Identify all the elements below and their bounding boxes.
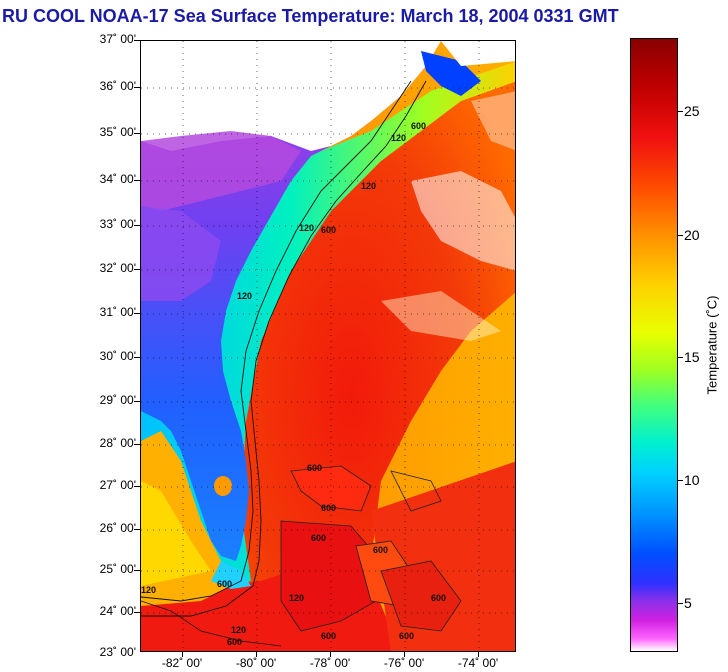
lon-label: -76˚ 00'	[383, 656, 425, 670]
temperature-colorbar	[630, 38, 678, 652]
lat-label: 37˚ 00'	[99, 32, 136, 46]
lat-label: 34˚ 00'	[99, 172, 136, 186]
contour-label: 120	[361, 181, 376, 191]
contour-label: 600	[321, 225, 336, 235]
lat-label: 27˚ 00'	[99, 478, 136, 492]
contour-label: 120	[299, 223, 314, 233]
contour-label: 600	[311, 533, 326, 543]
lat-label: 23˚ 00'	[99, 645, 136, 659]
sst-map-image: 600 120 600 120 600 600 120 120 120 120 …	[141, 41, 515, 651]
contour-label: 600	[227, 637, 242, 647]
colorbar-label: 20	[684, 227, 700, 243]
contour-label: 120	[391, 133, 406, 143]
contour-label: 120	[289, 593, 304, 603]
lat-label: 26˚ 00'	[99, 521, 136, 535]
lat-label: 33˚ 00'	[99, 217, 136, 231]
colorbar-label: 10	[684, 472, 700, 488]
lat-label: 30˚ 00'	[99, 349, 136, 363]
colorbar-label: 25	[684, 103, 700, 119]
lat-label: 29˚ 00'	[99, 393, 136, 407]
lon-label: -80˚ 00'	[235, 656, 277, 670]
lon-label: -82˚ 00'	[161, 656, 203, 670]
lon-label: -74˚ 00'	[457, 656, 499, 670]
lat-label: 36˚ 00'	[99, 79, 136, 93]
chart-title: RU COOL NOAA-17 Sea Surface Temperature:…	[2, 6, 619, 26]
contour-label: 600	[431, 593, 446, 603]
lat-label: 24˚ 00'	[99, 604, 136, 618]
colorbar-label: 5	[684, 595, 692, 611]
contour-label: 600	[321, 503, 336, 513]
contour-label: 600	[399, 631, 414, 641]
contour-label: 600	[373, 545, 388, 555]
colorbar-title: Temperature (˚C)	[704, 295, 720, 395]
contour-label: 120	[141, 585, 156, 595]
lat-label: 31˚ 00'	[99, 305, 136, 319]
lat-label: 32˚ 00'	[99, 261, 136, 275]
contour-label: 600	[411, 121, 426, 131]
lat-label: 35˚ 00'	[99, 125, 136, 139]
contour-label: 600	[321, 631, 336, 641]
lat-label: 25˚ 00'	[99, 562, 136, 576]
contour-label: 120	[237, 291, 252, 301]
contour-label: 120	[231, 625, 246, 635]
lon-label: -78˚ 00'	[309, 656, 351, 670]
contour-label: 600	[307, 463, 322, 473]
lat-label: 28˚ 00'	[99, 436, 136, 450]
sst-map: 600 120 600 120 600 600 120 120 120 120 …	[140, 40, 516, 652]
contour-label: 600	[217, 579, 232, 589]
colorbar-label: 15	[684, 349, 700, 365]
